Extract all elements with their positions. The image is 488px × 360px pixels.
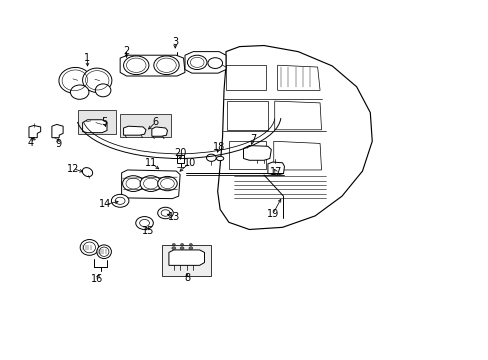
Circle shape bbox=[187, 55, 206, 69]
Polygon shape bbox=[168, 250, 204, 265]
Polygon shape bbox=[120, 55, 184, 76]
Circle shape bbox=[154, 56, 179, 75]
Text: 20: 20 bbox=[174, 148, 186, 158]
Circle shape bbox=[180, 247, 183, 249]
Polygon shape bbox=[122, 170, 180, 199]
Ellipse shape bbox=[70, 85, 89, 99]
Bar bbox=[120, 114, 171, 137]
Ellipse shape bbox=[95, 84, 111, 97]
Polygon shape bbox=[52, 125, 63, 138]
Ellipse shape bbox=[216, 156, 224, 161]
Circle shape bbox=[188, 247, 192, 249]
Polygon shape bbox=[267, 162, 284, 175]
Text: 3: 3 bbox=[172, 37, 178, 47]
Text: 17: 17 bbox=[269, 167, 282, 177]
Circle shape bbox=[158, 176, 177, 191]
Text: 2: 2 bbox=[123, 46, 129, 56]
Text: 1: 1 bbox=[84, 53, 90, 63]
Polygon shape bbox=[82, 120, 107, 133]
Ellipse shape bbox=[97, 245, 111, 258]
Circle shape bbox=[140, 176, 161, 192]
Text: 11: 11 bbox=[144, 158, 157, 168]
Text: 12: 12 bbox=[66, 163, 79, 174]
Ellipse shape bbox=[59, 67, 91, 93]
Ellipse shape bbox=[82, 68, 112, 93]
Text: 6: 6 bbox=[152, 117, 159, 127]
Circle shape bbox=[172, 243, 175, 246]
Circle shape bbox=[180, 243, 183, 246]
Circle shape bbox=[158, 207, 173, 219]
Circle shape bbox=[189, 243, 192, 246]
Text: 19: 19 bbox=[266, 209, 278, 219]
Bar bbox=[177, 155, 183, 163]
Text: 10: 10 bbox=[183, 158, 196, 168]
Polygon shape bbox=[184, 51, 225, 73]
Polygon shape bbox=[123, 126, 146, 135]
Polygon shape bbox=[217, 45, 371, 229]
Polygon shape bbox=[152, 127, 167, 136]
Circle shape bbox=[122, 176, 144, 192]
Circle shape bbox=[136, 217, 153, 229]
Ellipse shape bbox=[80, 239, 99, 255]
Bar bbox=[161, 244, 211, 276]
Ellipse shape bbox=[82, 168, 92, 177]
Circle shape bbox=[207, 58, 222, 68]
Text: 15: 15 bbox=[142, 226, 154, 236]
Text: 8: 8 bbox=[183, 273, 190, 283]
Circle shape bbox=[123, 56, 149, 75]
Text: 5: 5 bbox=[101, 117, 107, 127]
Text: 4: 4 bbox=[28, 139, 34, 148]
Text: 13: 13 bbox=[167, 212, 180, 221]
Circle shape bbox=[206, 154, 216, 161]
Circle shape bbox=[111, 194, 129, 207]
Polygon shape bbox=[29, 126, 41, 138]
Text: 7: 7 bbox=[250, 134, 256, 144]
Text: 14: 14 bbox=[99, 199, 111, 210]
Polygon shape bbox=[243, 145, 271, 160]
Text: 9: 9 bbox=[55, 139, 61, 149]
Text: 18: 18 bbox=[213, 142, 225, 152]
Bar bbox=[78, 110, 116, 134]
Text: 16: 16 bbox=[91, 274, 103, 284]
Circle shape bbox=[171, 247, 175, 249]
